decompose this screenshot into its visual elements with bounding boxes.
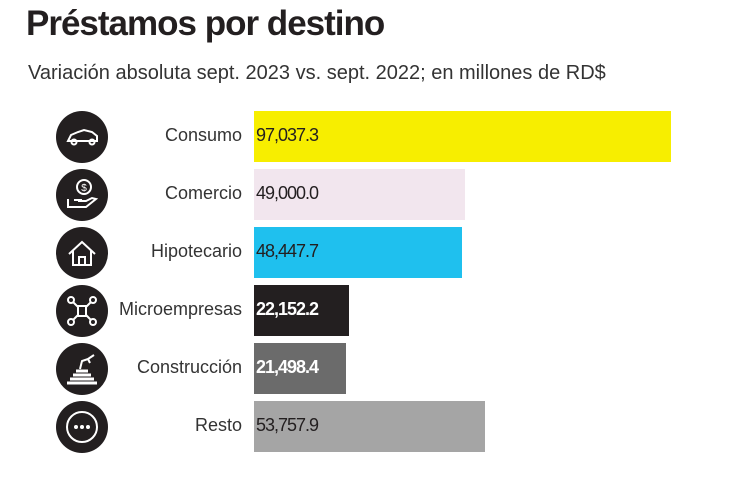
chart-subtitle: Variación absoluta sept. 2023 vs. sept. … xyxy=(28,62,606,84)
category-label: Resto xyxy=(194,415,242,435)
bar-row: Consumo 97,037.3 xyxy=(0,111,730,163)
data-label: 21,498.4 xyxy=(256,357,319,377)
data-label: 49,000.0 xyxy=(256,183,319,203)
network-icon xyxy=(56,285,108,337)
category-label: Hipotecario xyxy=(150,241,242,261)
data-label: 22,152.2 xyxy=(256,299,319,319)
construction-icon xyxy=(56,343,108,395)
data-label: 97,037.3 xyxy=(256,125,319,145)
bar-row: Construcción 21,498.4 xyxy=(0,343,730,395)
bar xyxy=(254,111,671,162)
bar xyxy=(254,169,465,220)
category-label: Construcción xyxy=(136,357,242,377)
bar-row: Hipotecario 48,447.7 xyxy=(0,227,730,279)
car-icon xyxy=(56,111,108,163)
svg-text:$: $ xyxy=(81,183,87,194)
category-label: Microempresas xyxy=(118,299,242,319)
more-icon xyxy=(56,401,108,453)
money-hand-icon: $ xyxy=(56,169,108,221)
bar xyxy=(254,227,463,278)
bar-row: Resto 53,757.9 xyxy=(0,401,730,453)
chart-title: Préstamos por destino xyxy=(26,4,385,43)
bar-row: $ Comercio 49,000.0 xyxy=(0,169,730,221)
data-label: 53,757.9 xyxy=(256,415,319,435)
bar xyxy=(254,285,350,336)
house-icon xyxy=(56,227,108,279)
bar xyxy=(254,401,485,452)
bar xyxy=(254,343,347,394)
category-label: Consumo xyxy=(164,125,242,145)
bar-row: Microempresas 22,152.2 xyxy=(0,285,730,337)
data-label: 48,447.7 xyxy=(256,241,319,261)
category-label: Comercio xyxy=(164,183,242,203)
